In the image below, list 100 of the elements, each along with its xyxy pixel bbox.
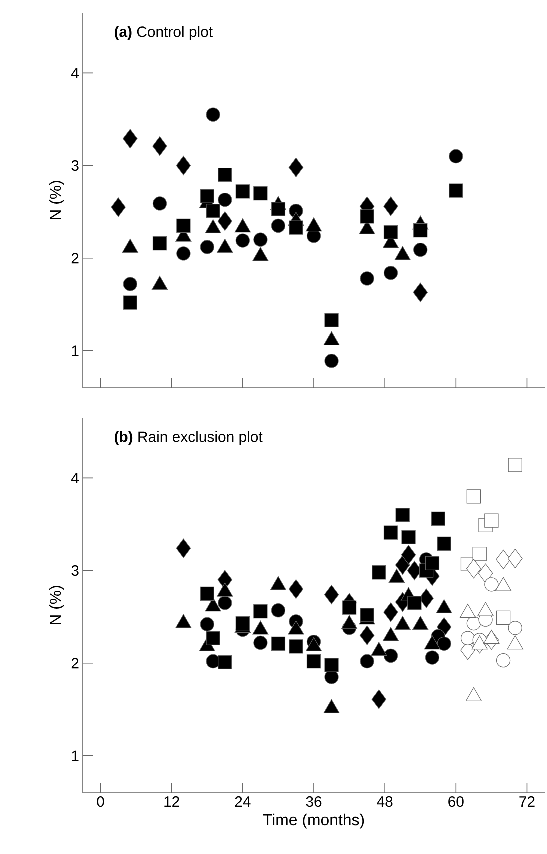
x-tick-label: 60 — [448, 796, 464, 808]
point — [236, 616, 250, 631]
y-tick-label: 3 — [72, 160, 79, 172]
y-tick-label: 1 — [72, 346, 79, 356]
point — [437, 536, 452, 551]
x-tick-label: 72 — [520, 796, 535, 807]
point — [342, 600, 357, 615]
point — [236, 234, 250, 248]
x-tick-label: 24 — [235, 796, 251, 807]
y-tick-label: 2 — [72, 658, 79, 669]
point — [200, 189, 214, 204]
point — [176, 538, 192, 558]
x-tick-label: 0 — [97, 796, 104, 808]
point — [123, 277, 138, 292]
point — [508, 621, 522, 636]
point — [360, 608, 374, 622]
point — [111, 198, 126, 218]
point — [254, 186, 268, 201]
point — [414, 224, 428, 238]
point — [360, 272, 374, 286]
point — [218, 168, 232, 182]
point — [372, 566, 386, 580]
text: (a) Control plot — [114, 26, 213, 40]
point — [360, 654, 374, 669]
point — [324, 313, 339, 328]
point — [324, 658, 339, 672]
point — [288, 158, 304, 178]
point — [449, 149, 464, 164]
point — [401, 545, 416, 565]
point — [206, 108, 220, 122]
point — [288, 580, 304, 600]
point — [271, 218, 286, 234]
point — [254, 232, 268, 247]
point — [254, 604, 268, 619]
point — [218, 212, 233, 232]
point — [460, 631, 476, 646]
point — [466, 559, 482, 579]
y-axis-title: N (%) — [49, 181, 64, 220]
point — [200, 586, 214, 601]
point — [152, 196, 168, 211]
point — [472, 547, 487, 562]
point — [384, 225, 398, 240]
point — [271, 202, 286, 216]
point — [271, 604, 286, 618]
x-tick-label: 36 — [306, 796, 322, 808]
point — [176, 218, 191, 234]
point — [478, 564, 494, 584]
point — [206, 631, 220, 646]
point — [271, 636, 286, 651]
point — [200, 240, 214, 254]
y-tick-label: 4 — [72, 68, 80, 78]
point — [254, 636, 268, 650]
point — [372, 690, 387, 710]
point — [324, 585, 340, 605]
point — [206, 654, 220, 669]
point — [396, 508, 410, 522]
point — [324, 670, 339, 684]
y-tick-label: 2 — [72, 253, 79, 264]
point — [508, 458, 522, 472]
point — [360, 210, 374, 224]
point — [466, 490, 481, 504]
point — [496, 610, 511, 626]
point — [123, 296, 138, 310]
point — [408, 596, 422, 610]
point — [384, 648, 398, 664]
point — [425, 650, 440, 665]
point — [413, 282, 428, 302]
point — [289, 220, 304, 235]
point — [306, 654, 322, 669]
point — [419, 588, 434, 608]
y-tick-label: 4 — [72, 473, 80, 484]
point — [484, 514, 499, 528]
x-axis-title: Time (months) — [263, 814, 364, 829]
point — [200, 617, 214, 632]
point — [152, 136, 168, 156]
point — [431, 512, 446, 526]
x-tick-label: 48 — [377, 796, 393, 808]
point — [122, 129, 138, 149]
point — [384, 196, 398, 216]
y-tick-label: 3 — [72, 565, 79, 576]
point — [324, 354, 339, 368]
point — [176, 246, 191, 261]
point — [289, 640, 304, 654]
point — [437, 636, 452, 651]
point — [176, 156, 192, 176]
point — [152, 236, 168, 251]
point — [218, 192, 232, 208]
point — [496, 550, 511, 570]
point — [384, 526, 398, 540]
point — [218, 655, 232, 670]
point — [218, 596, 232, 610]
y-axis-title: N (%) — [49, 586, 64, 625]
y-tick-label: 1 — [72, 750, 79, 762]
point — [484, 578, 499, 592]
point — [425, 556, 440, 570]
text: (b) Rain exclusion plot — [114, 431, 263, 446]
point — [402, 530, 416, 545]
point — [360, 626, 375, 646]
point — [384, 602, 398, 622]
point — [236, 184, 250, 199]
